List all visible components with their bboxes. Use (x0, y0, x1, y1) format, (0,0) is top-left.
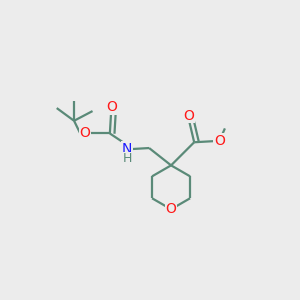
Text: O: O (214, 134, 225, 148)
Text: O: O (80, 126, 91, 140)
Text: N: N (122, 142, 132, 156)
Text: O: O (183, 109, 194, 123)
Text: H: H (122, 152, 132, 165)
Text: O: O (166, 202, 176, 216)
Text: O: O (106, 100, 117, 114)
